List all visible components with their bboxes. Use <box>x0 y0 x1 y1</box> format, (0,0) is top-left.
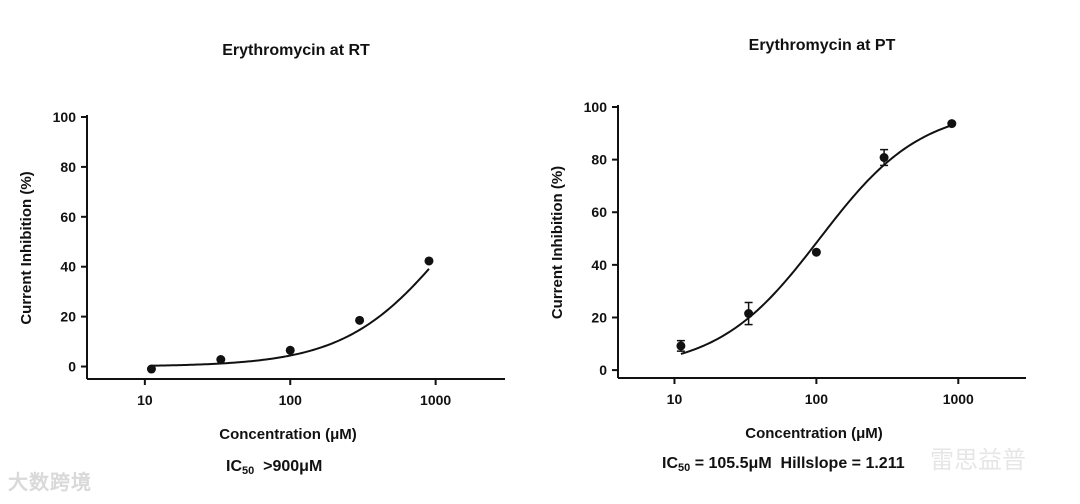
y-axis-label: Current Inhibition (%) <box>549 166 566 319</box>
y-tick-label: 100 <box>584 99 608 115</box>
watermark-right: 雷思益普 <box>930 447 1026 474</box>
x-tick-label: 100 <box>279 392 303 408</box>
data-point <box>424 256 434 266</box>
data-point <box>216 355 226 365</box>
y-axis-label: Current Inhibition (%) <box>18 171 35 324</box>
ic50-annotation-pt: IC50 = 105.5μM Hillslope = 1.211 <box>662 455 905 474</box>
data-point <box>355 315 365 325</box>
y-tick-label: 40 <box>60 259 76 275</box>
chart-pt: Erythromycin at PT 0 20 40 60 80 100 10 100 1000 C… <box>549 37 1026 442</box>
data-point <box>146 364 156 374</box>
x-tick-label: 10 <box>667 391 683 407</box>
chart-title: Erythromycin at PT <box>749 37 896 54</box>
ic50-value: = 105.5μM Hillslope = 1.211 <box>690 455 905 472</box>
x-axis-label: Concentration (μM) <box>219 426 357 443</box>
y-tick-label: 20 <box>591 309 607 325</box>
ic50-prefix: IC <box>226 458 242 475</box>
data-point <box>744 309 754 319</box>
data-point <box>676 341 686 351</box>
y-tick-label: 60 <box>60 209 76 225</box>
ic50-subscript: 50 <box>678 462 691 474</box>
y-tick-label: 0 <box>599 362 607 378</box>
chart-title: Erythromycin at RT <box>222 42 370 59</box>
data-point <box>947 119 957 129</box>
ic50-annotation-rt: IC50 >900μM <box>226 458 322 477</box>
y-tick-label: 80 <box>60 159 76 175</box>
y-tick-label: 60 <box>591 204 607 220</box>
chart-panel-pt: Erythromycin at PT 0 20 40 60 80 100 10 100 1000 C… <box>540 0 1080 499</box>
data-point <box>285 345 295 355</box>
chart-panel-rt: Erythromycin at RT 0 20 40 60 80 100 10 100 1000 C… <box>0 0 540 499</box>
x-axis-label: Concentration (μM) <box>745 425 883 442</box>
fit-curve <box>151 268 430 367</box>
ic50-prefix: IC <box>662 455 678 472</box>
chart-rt: Erythromycin at RT 0 20 40 60 80 100 10 100 1000 C… <box>18 42 505 443</box>
x-tick-label: 1000 <box>420 392 451 408</box>
y-tick-label: 80 <box>591 152 607 168</box>
data-point <box>811 247 821 257</box>
data-point <box>879 153 889 163</box>
x-tick-label: 100 <box>805 391 829 407</box>
fit-curve <box>680 124 953 355</box>
watermark-left: 大数跨境 <box>8 472 92 494</box>
x-tick-label: 10 <box>137 392 153 408</box>
ic50-value: >900μM <box>254 458 323 475</box>
ic50-subscript: 50 <box>242 465 255 477</box>
y-tick-label: 100 <box>53 109 77 125</box>
y-tick-label: 20 <box>60 309 76 325</box>
y-tick-label: 40 <box>591 257 607 273</box>
x-tick-label: 1000 <box>943 391 974 407</box>
y-tick-label: 0 <box>68 359 76 375</box>
